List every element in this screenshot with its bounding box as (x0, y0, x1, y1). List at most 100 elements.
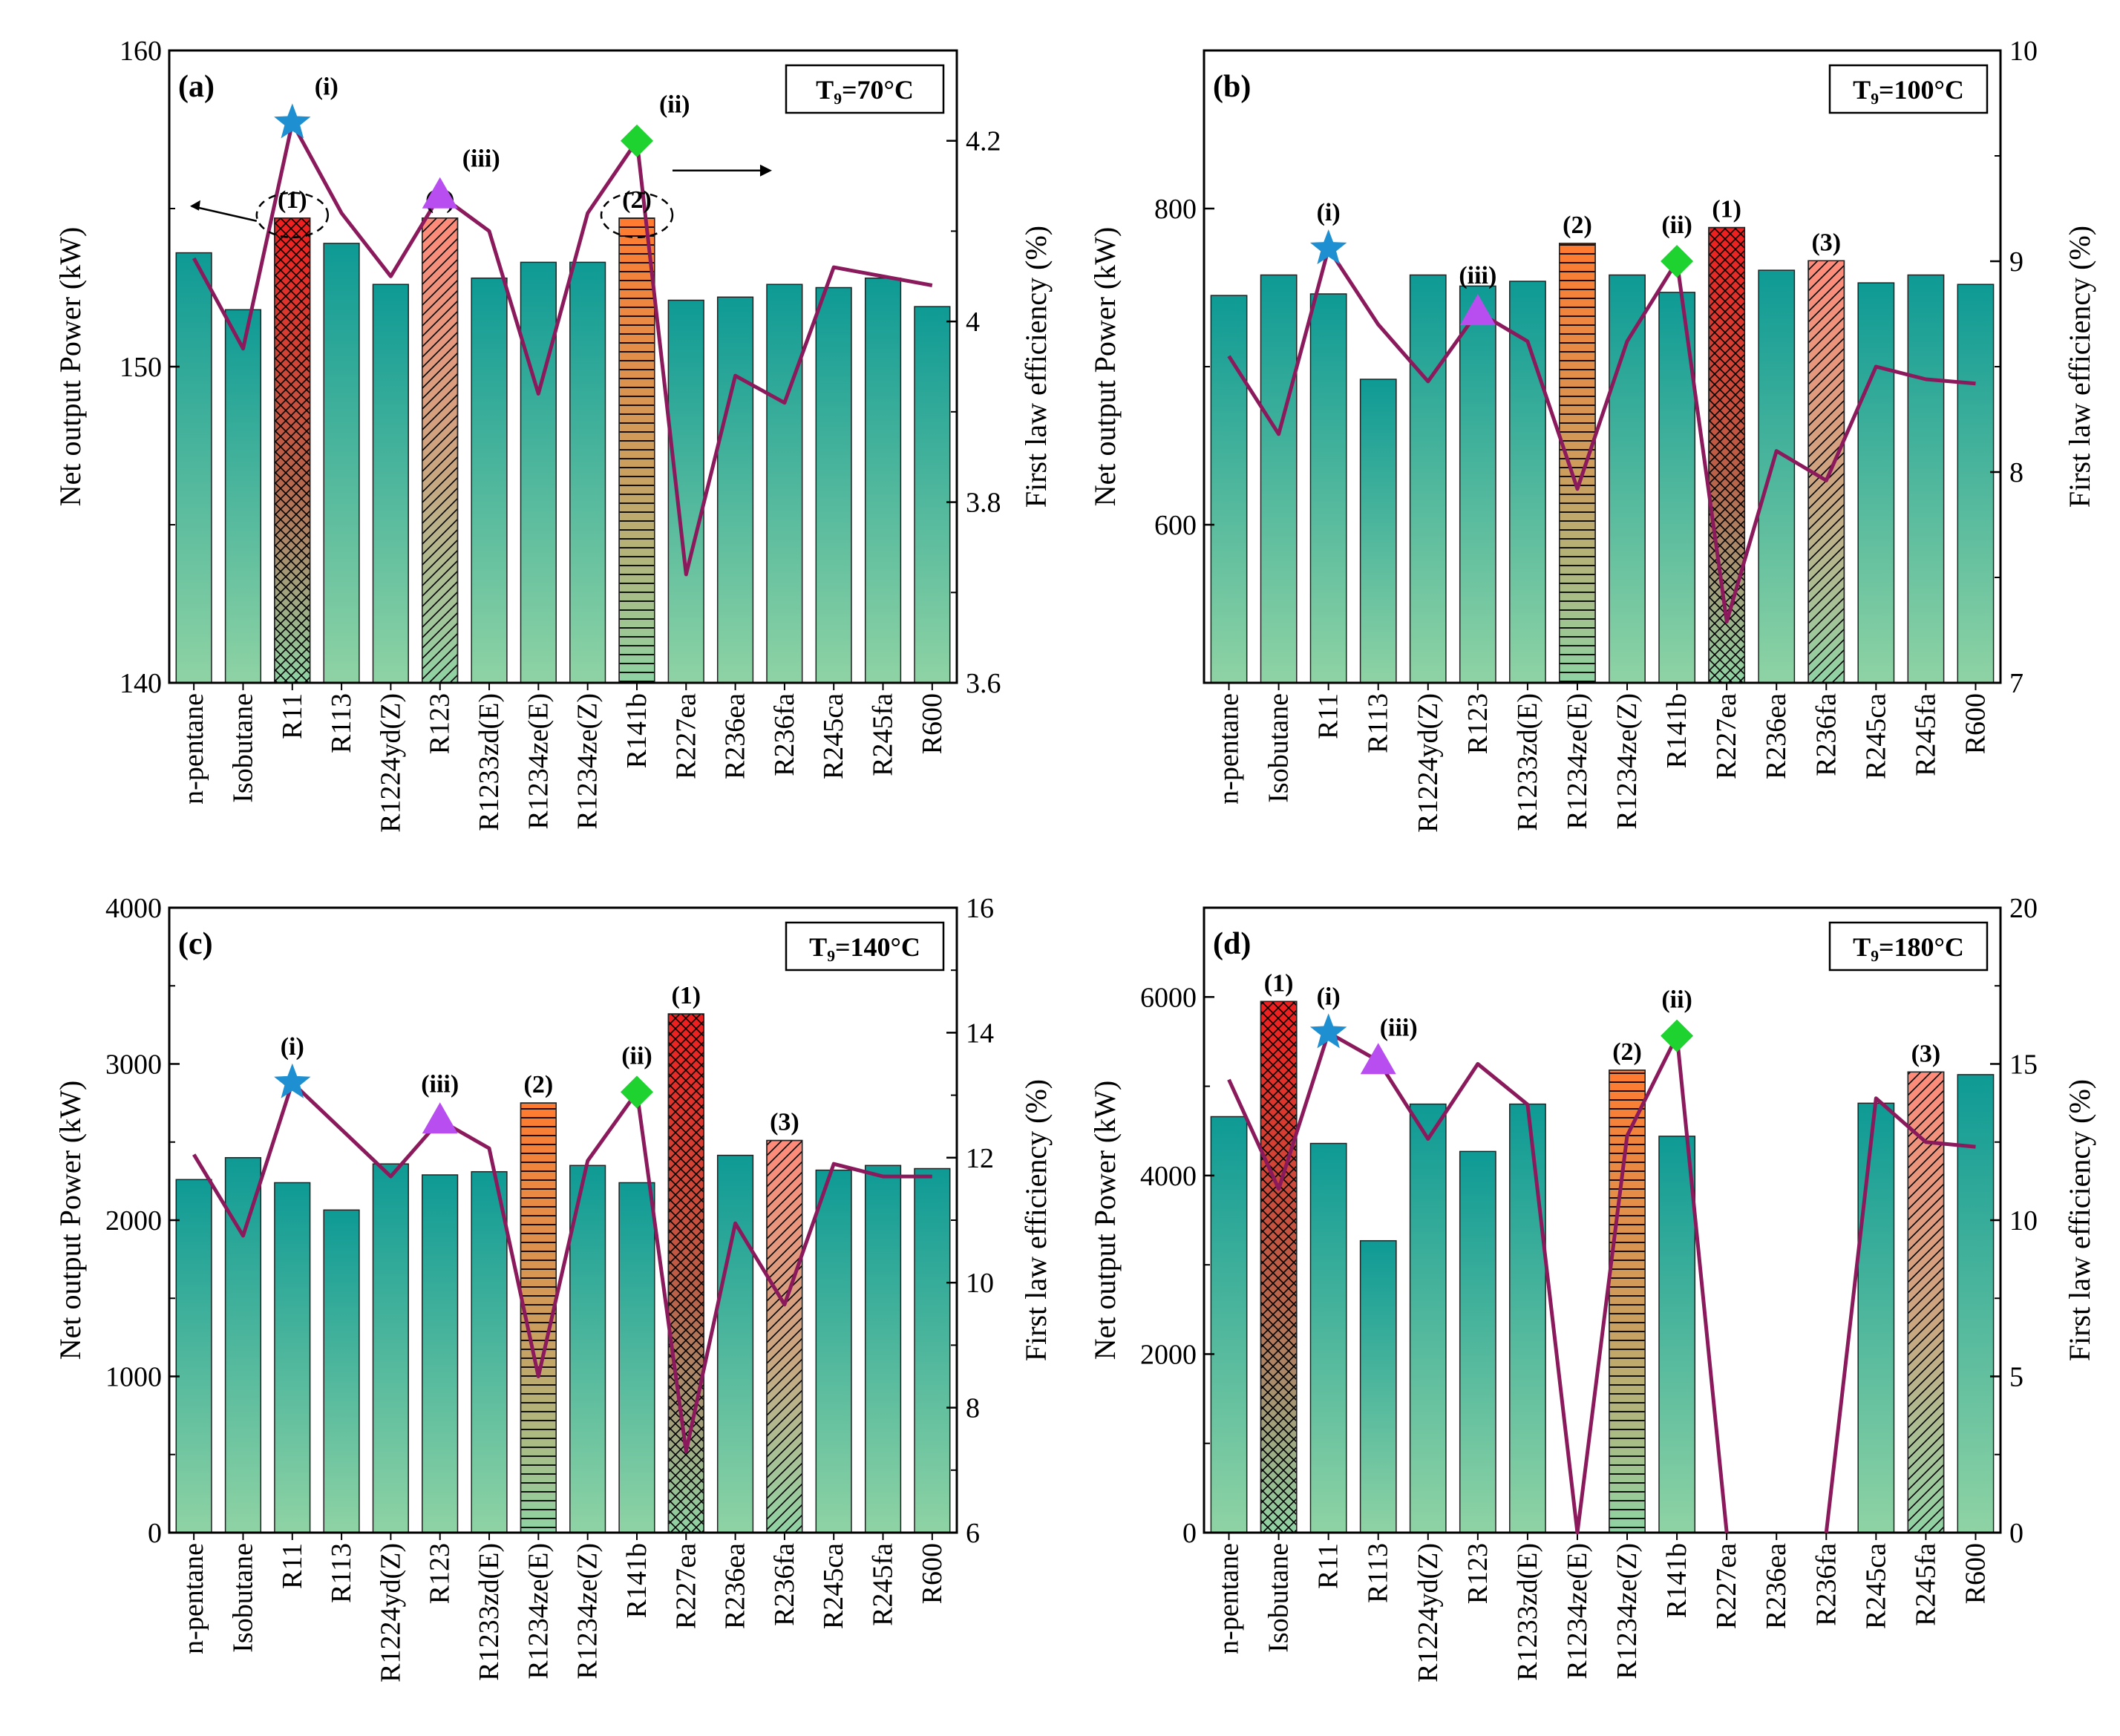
rank-label: (1) (1712, 196, 1741, 223)
x-tick-label: R245fa (868, 1543, 899, 1626)
x-tick-label: R11 (1313, 693, 1344, 739)
ylabel-right: First law efficiency (%) (2063, 1079, 2096, 1361)
efficiency-line (192, 120, 933, 577)
rank-label: (3) (770, 1109, 799, 1136)
bar (716, 1154, 754, 1533)
left-tick-label: 0 (148, 1518, 162, 1549)
arrow-head-right (759, 164, 772, 177)
x-tick-label: R245ca (818, 1543, 849, 1629)
marker-label: (ii) (659, 91, 690, 119)
ylabel-right: First law efficiency (%) (1019, 1079, 1053, 1361)
diamond-marker (620, 1075, 653, 1109)
temperature-box (1828, 921, 1989, 972)
bar (1509, 281, 1546, 684)
bar (471, 277, 508, 684)
panel-b: 600 800 7 8 9 10 n-pentane Isobutane R11 R113 R122… (1088, 36, 2096, 833)
rank-label: (2) (1612, 1038, 1642, 1066)
x-tick-label: R123 (425, 1543, 456, 1604)
efficiency-series (1227, 246, 1976, 624)
x-tick-label: R245ca (1860, 1543, 1891, 1629)
x-tick-label: R227ea (670, 693, 701, 779)
bar (1359, 379, 1397, 684)
bar (175, 252, 212, 684)
x-tick-label: R1234ze(Z) (572, 1543, 603, 1680)
bar (471, 1170, 508, 1533)
x-axis: n-pentane Isobutane R11 R113 R1224yd(Z) R123 R… (1214, 1533, 1991, 1683)
x-tick-label: R236ea (720, 1543, 751, 1629)
left-axis: 0 2000 4000 6000 (1140, 907, 1214, 1549)
x-tick-label: R123 (425, 693, 456, 754)
bar (1409, 274, 1447, 684)
bar-pattern (1708, 226, 1746, 684)
left-tick-label: 0 (1182, 1518, 1197, 1549)
diamond-marker (620, 124, 653, 157)
left-axis: 140 150 160 (120, 36, 180, 699)
left-tick-label: 4000 (1140, 1161, 1197, 1192)
marker-label: (i) (315, 73, 338, 100)
bar (323, 1209, 360, 1533)
right-tick-label: 6 (966, 1518, 980, 1549)
right-tick-label: 10 (966, 1268, 994, 1299)
x-tick-label: R141b (621, 693, 652, 768)
ylabel-left: Net output Power (kW) (53, 1081, 87, 1360)
bar (1210, 295, 1248, 684)
bar (520, 261, 557, 684)
bar (422, 1174, 459, 1533)
rank-label: (2) (622, 186, 652, 214)
rank-label: (1) (278, 186, 307, 214)
x-tick-label: Isobutane (1263, 1543, 1295, 1653)
right-tick-label: 5 (2009, 1362, 2024, 1393)
x-tick-label: R11 (1313, 1543, 1344, 1589)
marker-label: (ii) (1661, 986, 1692, 1014)
marker-label: (iii) (1380, 1014, 1418, 1041)
panel-label: (d) (1213, 927, 1251, 961)
bar (372, 284, 409, 684)
bar-pattern (667, 1013, 704, 1533)
marker-label: (i) (281, 1033, 304, 1061)
bar (1758, 269, 1796, 684)
bar-series (1210, 1000, 1995, 1533)
x-tick-label: R227ea (670, 1543, 701, 1629)
x-tick-label: R236ea (1761, 1543, 1792, 1629)
ylabel-left: Net output Power (kW) (1088, 1081, 1122, 1360)
bar-pattern (1260, 1000, 1298, 1533)
left-axis: 0 1000 2000 3000 4000 (105, 893, 180, 1549)
panel-label: (a) (178, 70, 215, 104)
x-tick-label: R245ca (1860, 693, 1891, 779)
right-tick-label: 8 (2009, 457, 2024, 488)
bar (716, 296, 754, 684)
x-tick-label: R236ea (1761, 693, 1792, 779)
bar (1459, 1150, 1496, 1533)
bar (1509, 1103, 1546, 1533)
arrow-to-left-axis (191, 205, 258, 222)
x-tick-label: Isobutane (227, 1543, 258, 1653)
x-tick-label: R123 (1462, 693, 1494, 754)
right-tick-label: 4.2 (966, 126, 1001, 157)
bar (1409, 1103, 1447, 1533)
x-tick-label: R11 (277, 1543, 308, 1589)
right-axis: 6 8 10 12 14 16 (946, 893, 994, 1549)
bar (1309, 1142, 1347, 1533)
efficiency-line (1227, 246, 1976, 624)
bar (372, 1163, 409, 1533)
right-tick-label: 20 (2009, 893, 2038, 924)
x-tick-label: R227ea (1711, 693, 1742, 779)
rank-label: (2) (1563, 212, 1592, 239)
bar (1907, 274, 1945, 684)
ylabel-left: Net output Power (kW) (53, 227, 87, 507)
highlight-ellipse (255, 191, 330, 239)
temperature-box (785, 64, 945, 114)
triangle-marker (422, 1102, 458, 1134)
bar (667, 299, 704, 684)
x-tick-label: R245fa (1910, 1543, 1941, 1626)
rank-label: (2) (524, 1071, 554, 1098)
x-tick-label: n-pentane (178, 1543, 209, 1654)
left-tick-label: 160 (120, 36, 162, 67)
bar (815, 286, 852, 684)
left-tick-label: 600 (1154, 510, 1197, 541)
triangle-marker (1360, 1043, 1396, 1075)
left-tick-label: 6000 (1140, 982, 1197, 1013)
left-tick-label: 150 (120, 352, 162, 383)
x-tick-label: R1234ze(E) (1562, 1543, 1593, 1680)
left-tick-label: 2000 (1140, 1339, 1197, 1370)
